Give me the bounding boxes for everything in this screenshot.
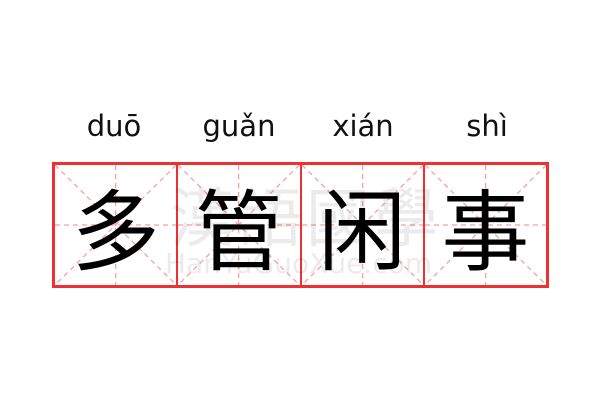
character-grid: 多 管 闲 事 <box>52 162 549 288</box>
grid-cell: 闲 <box>302 165 425 285</box>
watermark-latin: HanYuGuoXue.com <box>165 247 433 280</box>
guide-line <box>302 165 423 285</box>
guide-line <box>425 165 546 285</box>
grid-cell: 事 <box>425 165 546 285</box>
character-4: 事 <box>441 180 530 284</box>
guide-lines <box>178 165 299 285</box>
pinyin-1: duō <box>86 109 142 143</box>
pinyin-2: guǎn <box>202 109 276 143</box>
watermark-chinese: 漢語國學 <box>170 183 442 257</box>
guide-lines <box>302 165 423 285</box>
pinyin-3: xián <box>332 109 394 143</box>
grid-cell: 管 <box>178 165 302 285</box>
grid-cell: 多 <box>55 165 179 285</box>
guide-lines <box>425 165 546 285</box>
character-2: 管 <box>194 180 283 284</box>
character-1: 多 <box>71 180 160 284</box>
guide-line <box>178 165 299 285</box>
character-3: 闲 <box>318 180 407 284</box>
pinyin-4: shì <box>466 109 508 143</box>
guide-lines <box>55 165 176 285</box>
guide-line <box>55 165 176 285</box>
